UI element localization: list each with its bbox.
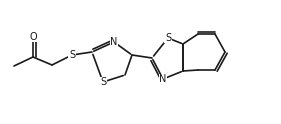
Text: N: N (159, 74, 167, 84)
Text: S: S (165, 33, 171, 43)
Text: S: S (100, 77, 106, 87)
Text: N: N (110, 37, 118, 47)
Text: S: S (69, 50, 75, 60)
Text: O: O (29, 32, 37, 42)
